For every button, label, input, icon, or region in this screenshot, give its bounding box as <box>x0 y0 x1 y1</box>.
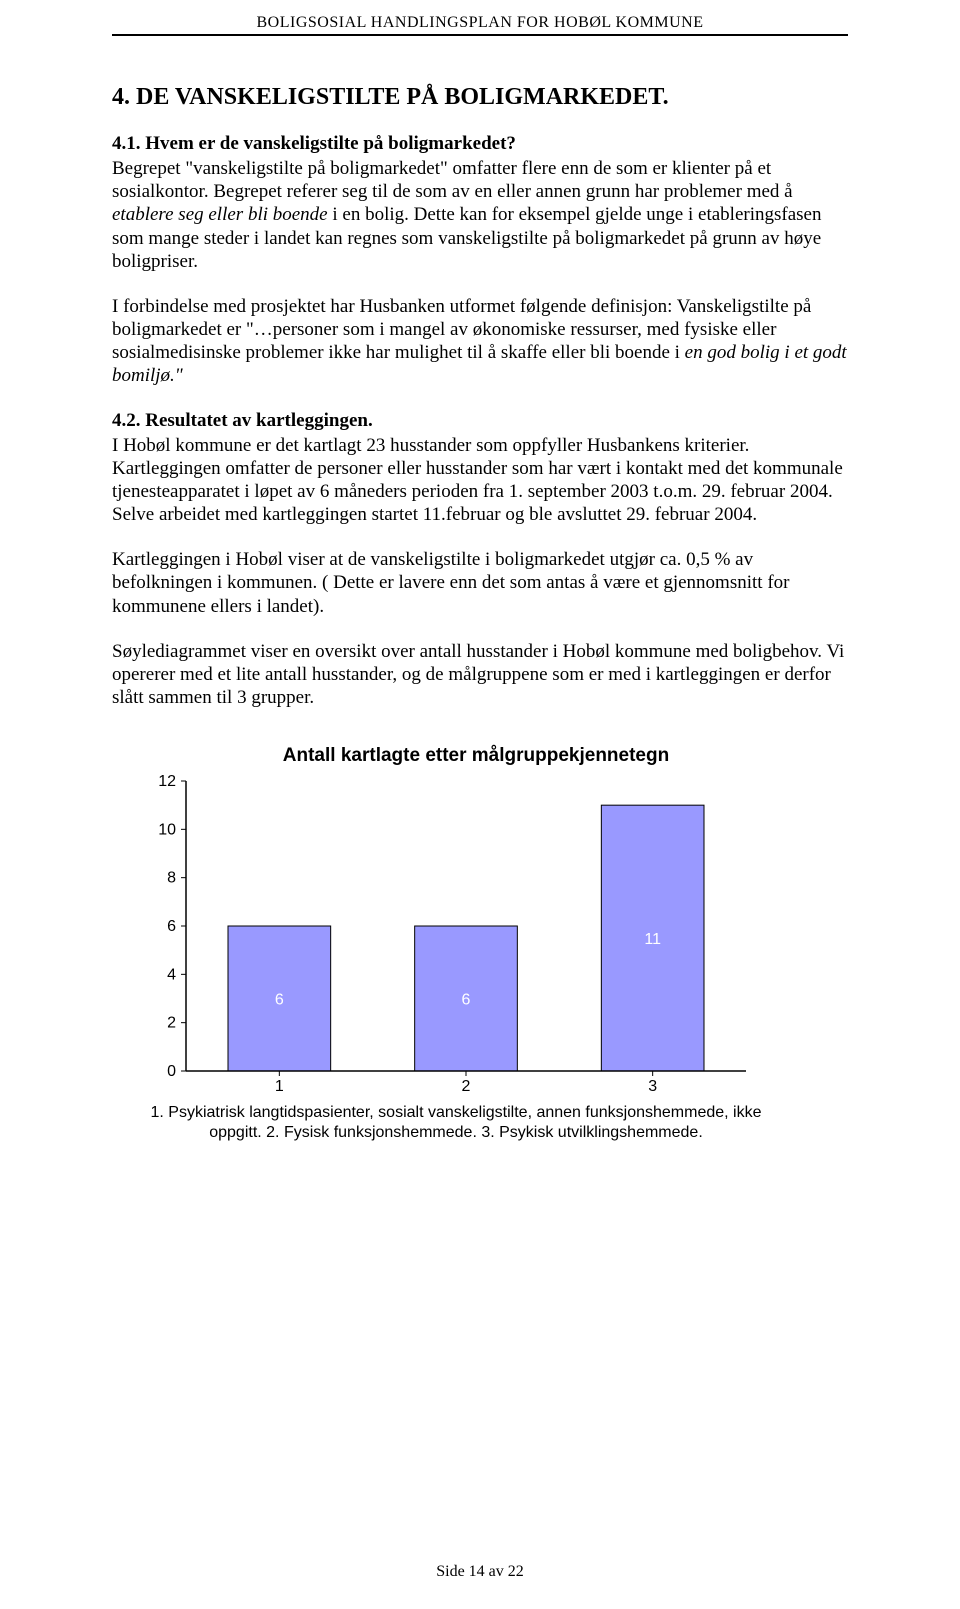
text-run: Begrepet "vanskeligstilte på boligmarked… <box>112 158 793 202</box>
svg-text:10: 10 <box>158 822 176 839</box>
svg-text:11: 11 <box>644 931 661 948</box>
paragraph-4-2-c: Søylediagrammet viser en oversikt over a… <box>112 640 848 710</box>
section-4-title: 4. DE VANSKELIGSTILTE PÅ BOLIGMARKEDET. <box>112 84 848 111</box>
svg-text:12: 12 <box>158 773 176 790</box>
page: BOLIGSOSIAL HANDLINGSPLAN FOR HOBØL KOMM… <box>0 0 960 1609</box>
subsection-4-2-title: 4.2. Resultatet av kartleggingen. <box>112 410 848 432</box>
paragraph-4-1-b: I forbindelse med prosjektet har Husbank… <box>112 295 848 388</box>
paragraph-4-2-b: Kartleggingen i Hobøl viser at de vanske… <box>112 548 848 618</box>
svg-text:8: 8 <box>167 870 176 887</box>
svg-text:6: 6 <box>275 992 284 1009</box>
svg-text:6: 6 <box>462 992 471 1009</box>
page-footer: Side 14 av 22 <box>0 1563 960 1581</box>
paragraph-4-1-a: Begrepet "vanskeligstilte på boligmarked… <box>112 157 848 273</box>
svg-text:6: 6 <box>167 918 176 935</box>
svg-text:4: 4 <box>167 967 176 984</box>
chart-caption: 1. Psykiatrisk langtidspasienter, sosial… <box>146 1103 766 1143</box>
italic-run: etablere seg eller bli boende <box>112 204 328 225</box>
paragraph-4-2-a: I Hobøl kommune er det kartlagt 23 husst… <box>112 434 848 527</box>
svg-text:1: 1 <box>275 1078 284 1095</box>
svg-text:2: 2 <box>167 1015 176 1032</box>
svg-text:0: 0 <box>167 1063 176 1080</box>
subsection-4-1-title: 4.1. Hvem er de vanskeligstilte på bolig… <box>112 133 848 155</box>
svg-text:3: 3 <box>648 1078 657 1095</box>
chart-svg: 0 2 4 6 8 10 12 6 1 6 2 11 3 <box>146 773 756 1097</box>
chart-title: Antall kartlagte etter målgruppekjennete… <box>186 745 766 767</box>
page-header: BOLIGSOSIAL HANDLINGSPLAN FOR HOBØL KOMM… <box>112 14 848 36</box>
svg-text:2: 2 <box>462 1078 471 1095</box>
bar-chart: Antall kartlagte etter målgruppekjennete… <box>146 745 766 1143</box>
